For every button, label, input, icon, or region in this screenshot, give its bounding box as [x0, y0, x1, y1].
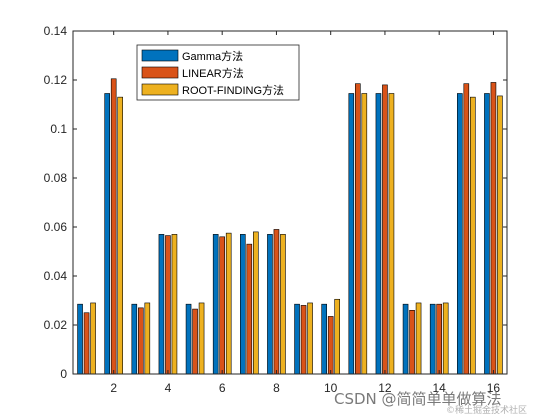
- bar-s1-x4: [158, 234, 165, 375]
- bar-s1-x7: [240, 234, 246, 375]
- legend-label-1: Gamma方法: [182, 49, 243, 63]
- bar-group-4: [158, 234, 178, 375]
- bar-group-9: [294, 302, 313, 375]
- legend-label-2: LINEAR方法: [182, 66, 244, 80]
- y-tick-label: 0.04: [44, 269, 68, 283]
- bar-group-14: [429, 302, 449, 375]
- y-tick-label: 0.1: [50, 122, 67, 136]
- bar-s3-x9: [307, 302, 313, 375]
- bar-s3-x2: [117, 96, 123, 375]
- bar-s1-x14: [429, 303, 436, 375]
- y-tick-label: 0.06: [44, 220, 68, 234]
- bar-s3-x13: [415, 302, 422, 375]
- x-tick-label: 16: [487, 381, 501, 395]
- bar-s1-x8: [267, 234, 273, 375]
- bar-group-16: [484, 82, 503, 375]
- y-tick-label: 0.02: [44, 318, 68, 332]
- bar-s1-x9: [294, 303, 300, 375]
- bar-s1-x6: [212, 234, 219, 375]
- x-axis: 2 4 6 8 10 12 14 16: [110, 31, 500, 395]
- bar-s2-x9: [300, 305, 307, 375]
- bar-s2-x10: [327, 316, 334, 375]
- watermark-subtext: ©稀土掘金技术社区: [446, 406, 528, 416]
- bar-s2-x7: [246, 243, 253, 375]
- bar-s1-x10: [321, 303, 327, 375]
- bar-s2-x15: [463, 83, 470, 375]
- y-tick-label: 0.08: [44, 171, 68, 185]
- x-tick-label: 12: [378, 381, 392, 395]
- bar-group-12: [375, 84, 395, 375]
- bar-group-11: [348, 83, 368, 375]
- bar-s1-x15: [457, 93, 463, 375]
- bar-group-2: [104, 78, 123, 375]
- bar-s2-x16: [490, 82, 497, 375]
- y-tick-label: 0.12: [44, 73, 68, 87]
- bar-group-3: [131, 302, 151, 375]
- bar-s3-x8: [280, 234, 286, 375]
- bar-s1-x11: [348, 93, 355, 375]
- legend-label-3: ROOT-FINDING方法: [182, 83, 284, 97]
- bar-s3-x12: [388, 93, 395, 375]
- legend: Gamma方法 LINEAR方法 ROOT-FINDING方法: [136, 44, 300, 101]
- legend-swatch-2: [141, 66, 179, 79]
- bar-s3-x11: [361, 93, 368, 375]
- bar-s3-x10: [334, 298, 340, 375]
- x-tick-label: 2: [110, 381, 117, 395]
- bar-group-1: [77, 302, 96, 375]
- bar-s2-x8: [273, 229, 280, 375]
- y-tick-label: 0: [60, 367, 67, 381]
- bar-group-7: [240, 231, 259, 375]
- bar-s3-x6: [225, 232, 232, 375]
- legend-swatch-1: [141, 49, 179, 62]
- bar-s2-x12: [382, 84, 388, 375]
- bar-s2-x5: [192, 308, 198, 375]
- bar-s2-x13: [409, 309, 415, 375]
- bar-s2-x3: [138, 307, 144, 375]
- bar-s3-x1: [90, 302, 96, 375]
- bar-s3-x3: [144, 302, 151, 375]
- bar-s2-x14: [436, 303, 442, 375]
- y-axis: 0 0.02 0.04 0.06 0.08 0.1 0.12 0.14: [44, 24, 507, 381]
- bar-s1-x16: [484, 93, 490, 375]
- bar-s2-x11: [355, 83, 361, 375]
- x-tick-label: 6: [219, 381, 226, 395]
- bar-s3-x4: [171, 234, 178, 375]
- bar-group-13: [402, 302, 422, 375]
- bar-s1-x1: [77, 303, 83, 375]
- bar-s2-x4: [165, 235, 171, 375]
- axes-box: [72, 30, 508, 375]
- bar-s3-x15: [470, 96, 476, 375]
- x-tick-label: 4: [165, 381, 172, 395]
- x-tick-label: 14: [433, 381, 447, 395]
- legend-swatch-3: [141, 83, 179, 96]
- bar-s1-x5: [185, 303, 192, 375]
- watermark-text: CSDN @简简单单做算法: [334, 390, 502, 408]
- bar-s3-x5: [198, 302, 205, 375]
- bar-group-6: [212, 232, 232, 375]
- x-tick-label: 10: [324, 381, 338, 395]
- bar-group-5: [185, 302, 205, 375]
- bar-s2-x6: [219, 236, 225, 375]
- bar-s1-x12: [375, 93, 382, 375]
- y-tick-label: 0.14: [44, 24, 68, 38]
- bar-s2-x1: [83, 312, 90, 375]
- x-tick-label: 8: [273, 381, 280, 395]
- bar-s1-x13: [402, 303, 409, 375]
- bar-s1-x3: [131, 303, 138, 375]
- bar-group-8: [267, 229, 286, 375]
- bar-s3-x14: [442, 302, 449, 375]
- bar-s1-x2: [104, 93, 110, 375]
- bar-s3-x16: [497, 95, 503, 375]
- bar-s2-x2: [110, 78, 117, 375]
- bar-s3-x7: [253, 231, 259, 375]
- bar-group-15: [457, 83, 476, 375]
